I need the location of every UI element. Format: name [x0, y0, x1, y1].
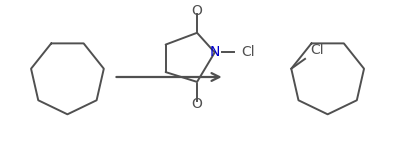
- Text: O: O: [192, 4, 202, 18]
- Text: Cl: Cl: [310, 43, 324, 57]
- Text: N: N: [210, 45, 220, 59]
- Text: O: O: [192, 97, 202, 111]
- Text: Cl: Cl: [241, 45, 255, 59]
